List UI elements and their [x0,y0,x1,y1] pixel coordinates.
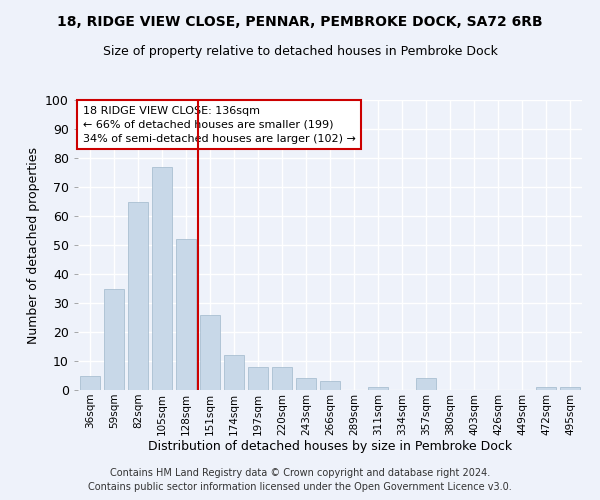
Text: Contains public sector information licensed under the Open Government Licence v3: Contains public sector information licen… [88,482,512,492]
Y-axis label: Number of detached properties: Number of detached properties [26,146,40,344]
Bar [176,239,196,390]
Bar [416,378,436,390]
Bar [272,367,292,390]
Bar [104,288,124,390]
Bar [248,367,268,390]
Text: Size of property relative to detached houses in Pembroke Dock: Size of property relative to detached ho… [103,45,497,58]
Bar [128,202,148,390]
Text: 18 RIDGE VIEW CLOSE: 136sqm
← 66% of detached houses are smaller (199)
34% of se: 18 RIDGE VIEW CLOSE: 136sqm ← 66% of det… [83,106,356,144]
Bar [224,355,244,390]
Bar [200,314,220,390]
Bar [320,382,340,390]
Bar [536,387,556,390]
Bar [368,387,388,390]
Bar [296,378,316,390]
Bar [560,387,580,390]
Text: 18, RIDGE VIEW CLOSE, PENNAR, PEMBROKE DOCK, SA72 6RB: 18, RIDGE VIEW CLOSE, PENNAR, PEMBROKE D… [57,15,543,29]
Bar [80,376,100,390]
X-axis label: Distribution of detached houses by size in Pembroke Dock: Distribution of detached houses by size … [148,440,512,454]
Bar [152,166,172,390]
Text: Contains HM Land Registry data © Crown copyright and database right 2024.: Contains HM Land Registry data © Crown c… [110,468,490,477]
